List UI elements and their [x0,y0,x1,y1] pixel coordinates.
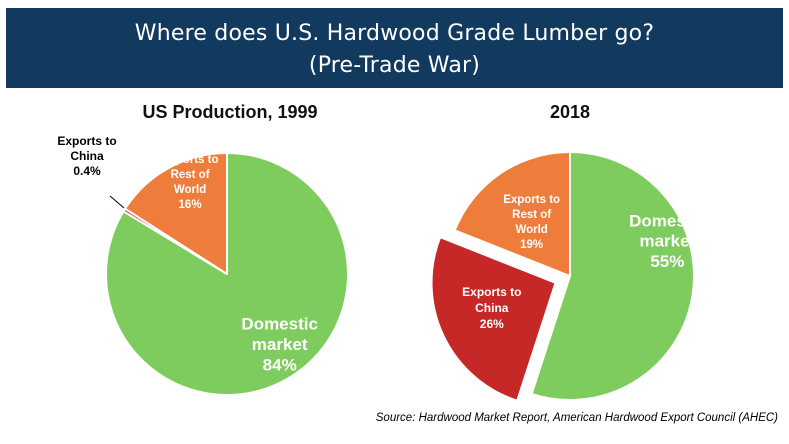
slice-exports-to-china [430,236,557,402]
slide-subtitle: (Pre-Trade War) [308,53,481,78]
label-domestic-market: Domestic market 55% [629,211,706,271]
pie-title-1999: US Production, 1999 [142,102,318,122]
slice-domestic-market [530,151,695,401]
slice-exports-to-rest-of-world [453,151,571,277]
label-domestic-market: Domestic market 84% [241,315,318,375]
pie-2018: Domestic market 55% Exports to China 26% Expor… [430,151,706,402]
slice-exports-to-rest-of-world [124,152,228,275]
title-banner: Where does U.S. Hardwood Grade Lumber go… [6,8,783,88]
source-note: Source: Hardwood Market Report, American… [375,412,778,424]
pie-us-production-1999: Domestic market 84% Exports to China 0.4% Expo… [57,134,349,396]
pie-title-2018: 2018 [549,102,591,122]
label-exports-to-china: Exports to China 26% [462,285,521,331]
leader-line-exports-to-china [109,195,125,209]
slide-title: Where does U.S. Hardwood Grade Lumber go… [134,21,655,46]
label-exports-to-china: Exports to China 0.4% [57,134,116,178]
label-exports-to-rest-of-world: Exports to Rest of World 16% [162,154,219,211]
label-exports-to-rest-of-world: Exports to Rest of World 19% [503,194,560,251]
